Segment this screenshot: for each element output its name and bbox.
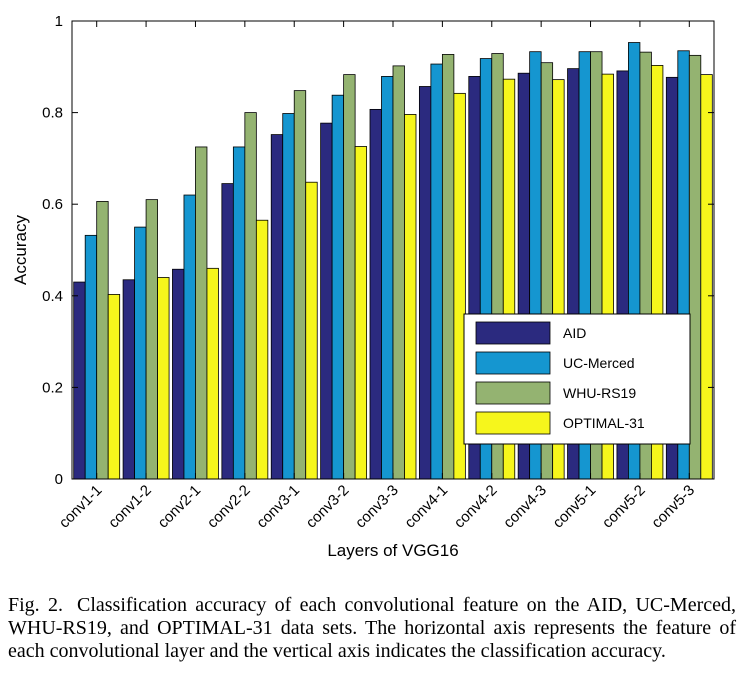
bar-aid-conv1-1 bbox=[73, 281, 86, 480]
x-tick-label-conv3-2: conv3-2 bbox=[303, 482, 353, 532]
bar-optimal-31-conv3-2 bbox=[354, 146, 368, 480]
x-tick-label-conv4-1: conv4-1 bbox=[401, 482, 451, 532]
legend-label-optimal-31: OPTIMAL-31 bbox=[563, 415, 645, 431]
x-tick-label-conv1-1: conv1-1 bbox=[56, 482, 106, 532]
bar-optimal-31-conv1-2 bbox=[157, 277, 170, 480]
x-tick-label-conv2-2: conv2-2 bbox=[204, 482, 254, 532]
legend-label-aid: AID bbox=[563, 325, 586, 341]
bar-aid-conv3-1 bbox=[270, 134, 284, 480]
bar-aid-conv1-2 bbox=[122, 279, 135, 480]
legend-swatch-aid bbox=[475, 321, 551, 345]
x-tick-label-conv4-3: conv4-3 bbox=[500, 482, 550, 532]
legend-swatch-uc-merced bbox=[475, 351, 551, 375]
bar-whu-rs19-conv3-3 bbox=[392, 65, 405, 480]
x-tick-label-conv3-3: conv3-3 bbox=[352, 482, 402, 532]
legend-label-uc-merced: UC-Merced bbox=[563, 355, 635, 371]
bar-uc-merced-conv4-1 bbox=[430, 63, 443, 480]
bar-whu-rs19-conv1-1 bbox=[96, 201, 109, 480]
bar-optimal-31-conv3-1 bbox=[305, 181, 318, 480]
bar-optimal-31-conv2-1 bbox=[206, 267, 219, 480]
x-tick-label-conv5-1: conv5-1 bbox=[550, 482, 600, 532]
bar-aid-conv2-1 bbox=[172, 268, 185, 480]
y-tick-label: 0.6 bbox=[42, 196, 63, 213]
y-tick-label: 0.2 bbox=[42, 379, 63, 396]
bar-chart: 00.20.40.60.81 conv1-1 conv1-2 conv2-1 conv… bbox=[11, 13, 715, 560]
caption-label: Fig. 2. bbox=[8, 594, 63, 616]
bar-whu-rs19-conv5-3 bbox=[688, 54, 702, 480]
bar-optimal-31-conv5-3 bbox=[700, 74, 713, 480]
legend: AID UC-Merced WHU-RS19 OPTIMAL-31 bbox=[463, 313, 691, 445]
bar-whu-rs19-conv4-1 bbox=[441, 54, 455, 480]
bar-whu-rs19-conv1-2 bbox=[145, 199, 158, 480]
bar-uc-merced-conv3-3 bbox=[381, 76, 394, 480]
bar-aid-conv3-2 bbox=[320, 122, 333, 480]
bar-uc-merced-conv3-1 bbox=[282, 113, 295, 480]
caption-text: Classification accuracy of each convolut… bbox=[8, 594, 736, 662]
legend-label-whu-rs19: WHU-RS19 bbox=[563, 385, 636, 401]
bar-uc-merced-conv1-2 bbox=[134, 226, 147, 480]
y-tick-label: 1 bbox=[55, 13, 63, 30]
bar-aid-conv3-3 bbox=[369, 108, 382, 480]
legend-swatch-whu-rs19 bbox=[475, 381, 551, 405]
y-tick-label: 0.4 bbox=[42, 288, 63, 305]
bar-whu-rs19-conv3-1 bbox=[293, 90, 307, 480]
bar-uc-merced-conv2-2 bbox=[232, 146, 246, 480]
bar-whu-rs19-conv3-2 bbox=[343, 74, 356, 480]
x-tick-label-conv4-2: conv4-2 bbox=[451, 482, 501, 532]
bar-optimal-31-conv3-3 bbox=[404, 114, 417, 480]
y-tick-label: 0 bbox=[55, 471, 63, 488]
bar-aid-conv4-1 bbox=[418, 86, 432, 480]
bars-group bbox=[73, 42, 713, 480]
x-tick-label-conv1-2: conv1-2 bbox=[105, 482, 155, 532]
x-axis-label: Layers of VGG16 bbox=[327, 541, 458, 560]
y-axis-label: Accuracy bbox=[11, 215, 30, 285]
x-tick-label-conv3-1: conv3-1 bbox=[253, 482, 303, 532]
y-axis-ticks: 0 0.2 0.4 0.6 0.8 1 bbox=[42, 13, 714, 488]
bar-aid-conv2-2 bbox=[221, 183, 234, 480]
bar-optimal-31-conv1-1 bbox=[107, 294, 121, 480]
x-tick-label-conv2-1: conv2-1 bbox=[155, 482, 205, 532]
legend-swatch-optimal-31 bbox=[475, 411, 551, 435]
x-tick-label-conv5-3: conv5-3 bbox=[648, 482, 698, 532]
x-tick-label-conv5-2: conv5-2 bbox=[599, 482, 649, 532]
bar-uc-merced-conv1-1 bbox=[84, 234, 98, 480]
bar-optimal-31-conv2-2 bbox=[255, 219, 269, 480]
figure-caption: Fig. 2. Classification accuracy of each c… bbox=[8, 594, 736, 663]
bar-whu-rs19-conv2-1 bbox=[195, 146, 208, 480]
y-tick-label: 0.8 bbox=[42, 105, 63, 122]
bar-whu-rs19-conv2-2 bbox=[244, 112, 257, 480]
bar-uc-merced-conv3-2 bbox=[331, 94, 345, 480]
bar-uc-merced-conv2-1 bbox=[183, 194, 196, 480]
